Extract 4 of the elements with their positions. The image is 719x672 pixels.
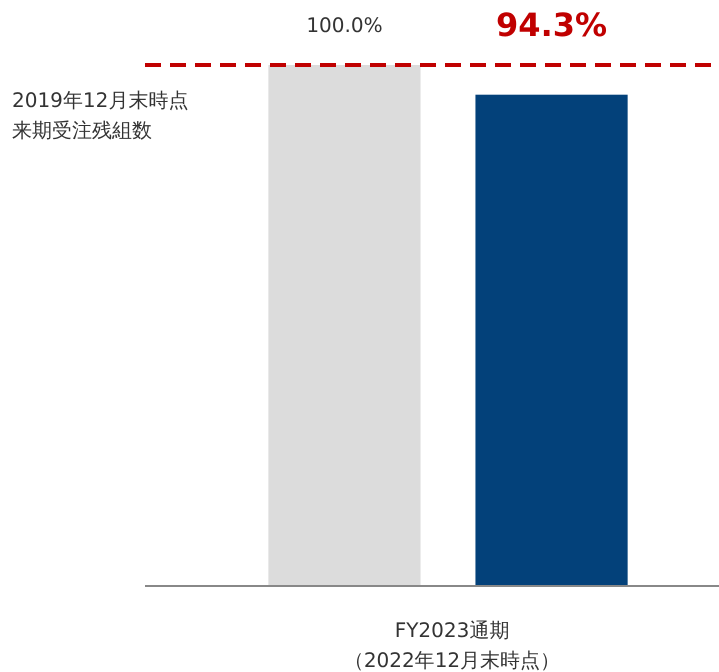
ref-line-label: 2019年12月末時点来期受注残組数 [12, 88, 188, 142]
data-label: 94.3% [496, 6, 608, 44]
x-axis-title: FY2023通期（2022年12月末時点） [344, 618, 560, 672]
data-label: 100.0% [306, 13, 383, 37]
